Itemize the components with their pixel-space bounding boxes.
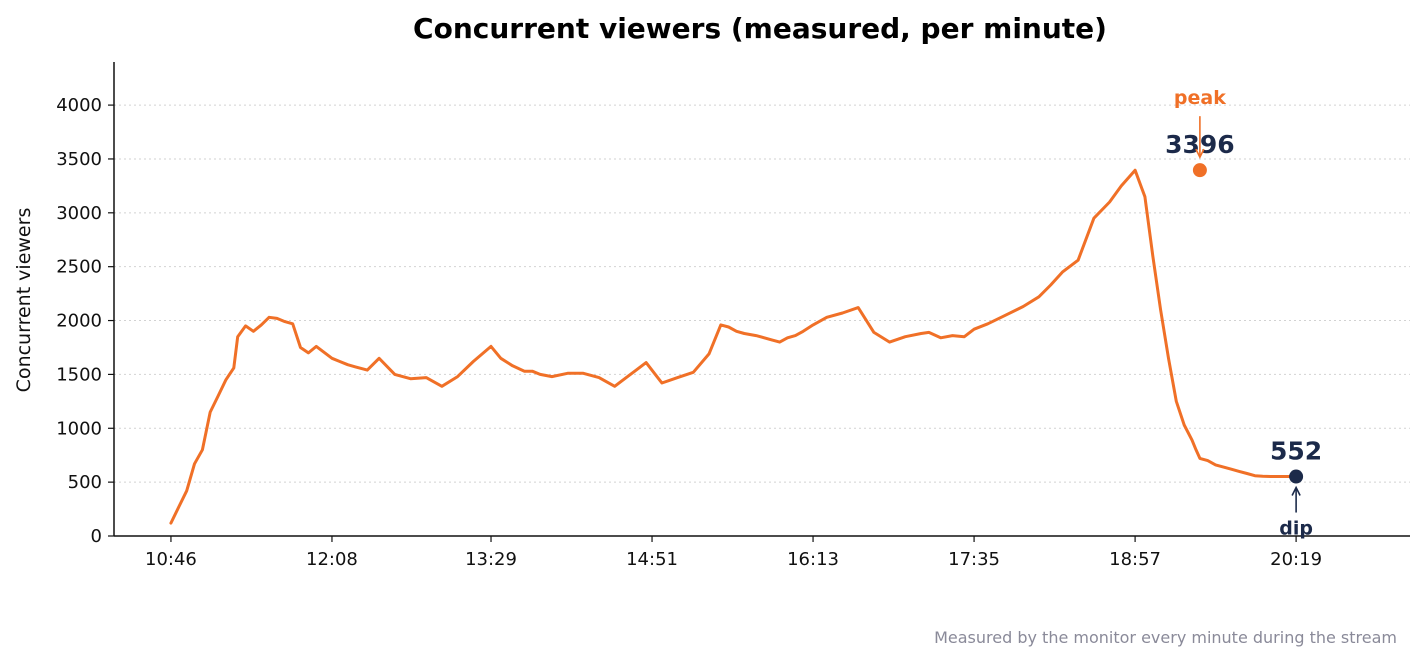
series-group bbox=[169, 168, 1298, 525]
y-tick-label: 0 bbox=[91, 526, 102, 547]
chart-title: Concurrent viewers (measured, per minute… bbox=[413, 12, 1107, 45]
y-tick-label: 1500 bbox=[56, 364, 102, 385]
dip-arrowhead bbox=[1291, 485, 1301, 496]
x-tick-label: 20:19 bbox=[1270, 549, 1322, 570]
dip-point bbox=[1289, 469, 1304, 484]
peak-label: peak bbox=[1174, 87, 1226, 109]
y-axis-label: Concurrent viewers bbox=[13, 208, 35, 393]
y-tick-label: 500 bbox=[68, 472, 102, 493]
dip-label: dip bbox=[1279, 518, 1313, 540]
peak-point bbox=[1192, 163, 1207, 178]
y-tick-label: 3500 bbox=[56, 149, 102, 170]
y-tick-label: 1000 bbox=[56, 418, 102, 439]
grid bbox=[114, 104, 1410, 483]
y-tick-label: 2000 bbox=[56, 311, 102, 332]
y-tick-label: 2500 bbox=[56, 257, 102, 278]
x-tick-label: 17:35 bbox=[948, 549, 1000, 570]
x-tick-label: 12:08 bbox=[306, 549, 358, 570]
x-tick-label: 16:13 bbox=[787, 549, 839, 570]
y-ticks: 0 500 1000 1500 2000 2500 3000 3500 4000 bbox=[56, 95, 114, 547]
dip-value-label: 552 bbox=[1270, 437, 1322, 466]
x-tick-label: 18:57 bbox=[1109, 549, 1161, 570]
x-tick-label: 10:46 bbox=[145, 549, 197, 570]
peak-arrowhead bbox=[1195, 148, 1205, 159]
series-line bbox=[169, 168, 1298, 525]
x-tick-label: 14:51 bbox=[626, 549, 678, 570]
footnote: Measured by the monitor every minute dur… bbox=[934, 628, 1397, 647]
x-tick-label: 13:29 bbox=[465, 549, 517, 570]
y-tick-label: 3000 bbox=[56, 203, 102, 224]
y-tick-label: 4000 bbox=[56, 95, 102, 116]
x-ticks: 10:46 12:08 13:29 14:51 16:13 17:35 18:57 20:19 bbox=[145, 536, 1322, 570]
